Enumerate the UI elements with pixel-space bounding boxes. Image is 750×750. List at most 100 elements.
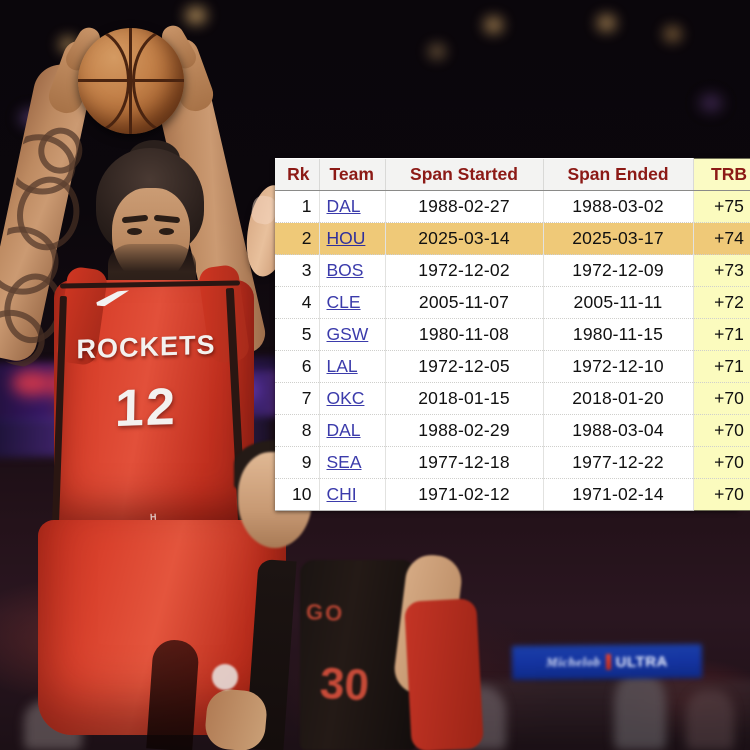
table-row[interactable]: 5 GSW 1980-11-08 1980-11-15 +71 [275,318,750,351]
cell-trb: +70 [692,382,750,415]
table-row[interactable]: 2 HOU 2025-03-14 2025-03-17 +74 [275,222,750,255]
crowd-light-dot [598,16,615,30]
table-row[interactable]: 8 DAL 1988-02-29 1988-03-04 +70 [275,414,750,447]
player-leg [203,687,269,750]
crowd-light-dot [430,46,444,57]
cell-team[interactable]: GSW [319,318,386,351]
courtside-spectator [614,672,666,750]
cell-trb: +72 [692,286,750,319]
team-link[interactable]: DAL [326,420,361,440]
cell-span-ended: 1988-03-04 [543,414,694,447]
cell-team[interactable]: BOS [319,254,386,287]
team-link[interactable]: LAL [326,356,358,376]
jersey-wordmark: ROCKETS [76,329,216,365]
cell-span-ended: 2005-11-11 [543,286,694,319]
table-row[interactable]: 6 LAL 1972-12-05 1972-12-10 +71 [275,350,750,383]
column-header-trb[interactable]: TRB [692,158,750,191]
opponent-jersey-wordmark: GO [305,599,345,626]
team-link[interactable]: OKC [326,388,365,408]
team-link[interactable]: CHI [326,484,357,504]
shorts-inseam-shadow [146,638,200,750]
cell-span-ended: 2025-03-17 [543,222,694,255]
cell-span-started: 1972-12-05 [385,350,544,383]
cell-trb: +71 [692,318,750,351]
ultra-ribbon-icon [605,653,611,671]
opponent-jersey-number: 30 [318,658,371,711]
stats-table-overlay: Rk Team Span Started Span Ended TRB 1 DAL… [275,158,750,511]
cell-team[interactable]: CHI [319,478,386,511]
cell-rank: 7 [275,382,320,415]
eyebrow [121,214,149,224]
cell-trb: +71 [692,350,750,383]
cell-rank: 4 [275,286,320,319]
cell-span-ended: 1972-12-09 [543,254,694,287]
ball-seam [132,28,184,134]
cell-rank: 8 [275,414,320,447]
column-header-team[interactable]: Team [319,158,386,191]
courtside-spectator [686,690,734,750]
cell-team[interactable]: DAL [319,414,386,447]
sponsor-banner-text: Michelob ULTRA [512,649,702,675]
jersey-number: 12 [114,377,178,439]
crowd-light-dot [186,8,206,23]
table-row[interactable]: 4 CLE 2005-11-07 2005-11-11 +72 [275,286,750,319]
table-row[interactable]: 7 OKC 2018-01-15 2018-01-20 +70 [275,382,750,415]
eyebrow [153,214,181,224]
cell-team[interactable]: CLE [319,286,386,319]
cell-team[interactable]: HOU [319,222,386,255]
cell-rank: 2 [275,222,320,255]
cell-span-ended: 2018-01-20 [543,382,694,415]
sponsor-script-name: Michelob [546,654,601,670]
cell-rank: 10 [275,478,320,511]
cell-rank: 9 [275,446,320,479]
cell-rank: 1 [275,190,320,223]
crowd-light-dot [700,95,722,111]
team-link[interactable]: HOU [326,228,366,248]
eye [127,228,142,235]
cell-span-ended: 1972-12-10 [543,350,694,383]
cell-span-ended: 1971-02-14 [543,478,694,511]
table-row[interactable]: 9 SEA 1977-12-18 1977-12-22 +70 [275,446,750,479]
cell-trb: +73 [692,254,750,287]
cell-rank: 6 [275,350,320,383]
cell-rank: 3 [275,254,320,287]
consecutive-span-rebounds-table: Rk Team Span Started Span Ended TRB 1 DAL… [275,158,750,511]
crowd-light-dot [485,18,502,32]
column-header-span-started[interactable]: Span Started [385,158,544,191]
crowd-light-dot [665,28,680,40]
cell-trb: +70 [692,414,750,447]
team-link[interactable]: BOS [326,260,364,280]
sponsor-brand-name: ULTRA [615,652,668,671]
cell-span-started: 2018-01-15 [385,382,544,415]
cell-team[interactable]: DAL [319,190,386,223]
cell-span-started: 1971-02-12 [385,478,544,511]
column-header-rk[interactable]: Rk [275,158,320,191]
team-link[interactable]: DAL [326,196,361,216]
cell-team[interactable]: SEA [319,446,386,479]
second-opponent-body [404,598,484,750]
cell-span-started: 2005-11-07 [385,286,544,319]
column-header-span-ended[interactable]: Span Ended [543,158,694,191]
opponent-shoulder-logo [212,664,238,690]
team-link[interactable]: SEA [326,452,362,472]
cell-team[interactable]: OKC [319,382,386,415]
cell-team[interactable]: LAL [319,350,386,383]
table-header: Rk Team Span Started Span Ended TRB [275,158,750,191]
team-link[interactable]: CLE [326,292,361,312]
ball-seam [78,79,184,82]
cell-span-started: 1972-12-02 [385,254,544,287]
table-row[interactable]: 3 BOS 1972-12-02 1972-12-09 +73 [275,254,750,287]
ball-seam [78,28,130,134]
cell-span-ended: 1977-12-22 [543,446,694,479]
team-link[interactable]: GSW [326,324,369,344]
cell-trb: +75 [692,190,750,223]
cell-trb: +74 [692,222,750,255]
cell-trb: +70 [692,446,750,479]
cell-span-started: 1980-11-08 [385,318,544,351]
cell-rank: 5 [275,318,320,351]
led-glow [12,370,52,396]
cell-span-started: 1988-02-27 [385,190,544,223]
table-row[interactable]: 10 CHI 1971-02-12 1971-02-14 +70 [275,478,750,511]
table-row[interactable]: 1 DAL 1988-02-27 1988-03-02 +75 [275,190,750,223]
